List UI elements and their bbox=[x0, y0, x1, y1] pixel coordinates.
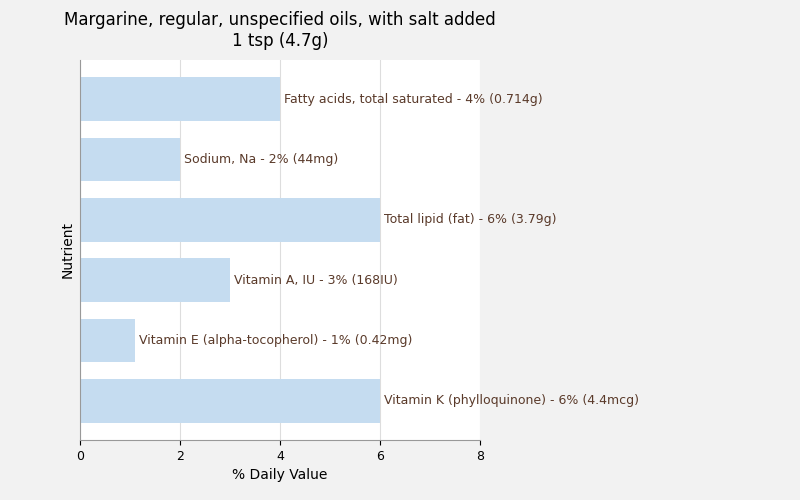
Bar bbox=[80, 319, 135, 362]
Bar bbox=[80, 258, 230, 302]
Text: Vitamin E (alpha-tocopherol) - 1% (0.42mg): Vitamin E (alpha-tocopherol) - 1% (0.42m… bbox=[139, 334, 412, 347]
Text: Vitamin A, IU - 3% (168IU): Vitamin A, IU - 3% (168IU) bbox=[234, 274, 398, 286]
Bar bbox=[80, 198, 380, 242]
X-axis label: % Daily Value: % Daily Value bbox=[232, 468, 328, 482]
Text: Vitamin K (phylloquinone) - 6% (4.4mcg): Vitamin K (phylloquinone) - 6% (4.4mcg) bbox=[384, 394, 639, 407]
Bar bbox=[80, 78, 280, 121]
Text: Total lipid (fat) - 6% (3.79g): Total lipid (fat) - 6% (3.79g) bbox=[384, 214, 557, 226]
Title: Margarine, regular, unspecified oils, with salt added
1 tsp (4.7g): Margarine, regular, unspecified oils, wi… bbox=[64, 12, 496, 50]
Y-axis label: Nutrient: Nutrient bbox=[61, 222, 74, 278]
Text: Sodium, Na - 2% (44mg): Sodium, Na - 2% (44mg) bbox=[184, 153, 338, 166]
Bar bbox=[80, 379, 380, 422]
Text: Fatty acids, total saturated - 4% (0.714g): Fatty acids, total saturated - 4% (0.714… bbox=[284, 92, 542, 106]
Bar bbox=[80, 138, 180, 181]
